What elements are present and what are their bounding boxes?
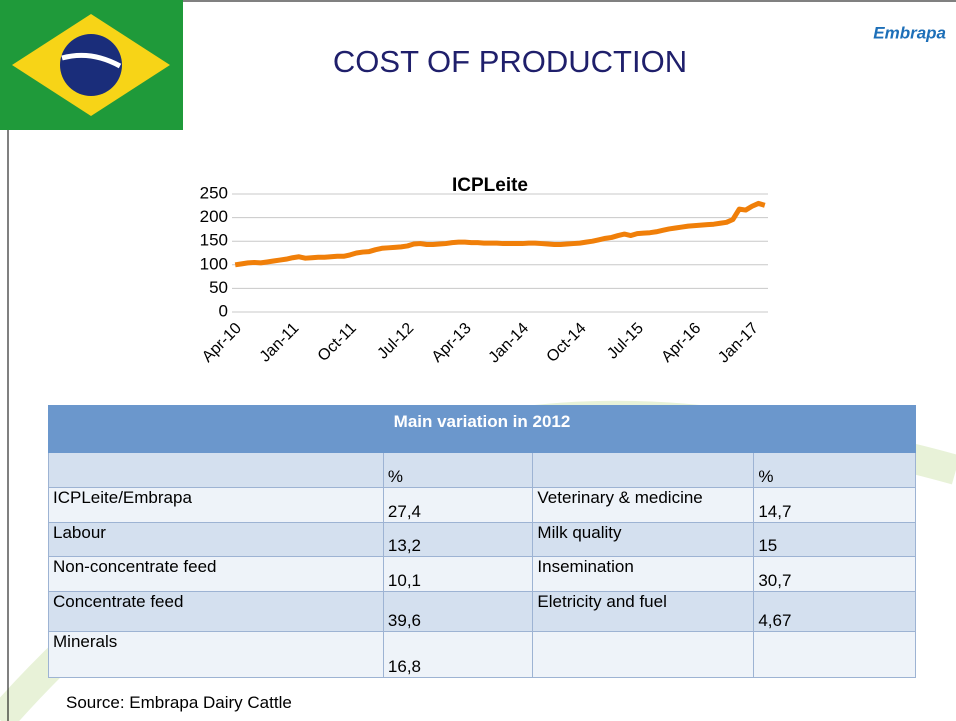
table-cell: Non-concentrate feed [48, 556, 384, 592]
table-title: Main variation in 2012 [48, 405, 916, 453]
data-line [234, 200, 766, 268]
column-header: % [753, 452, 916, 488]
y-tick-label: 150 [200, 231, 228, 250]
table-cell: 39,6 [382, 591, 534, 632]
y-tick-label: 250 [200, 183, 228, 202]
table-cell: Insemination [532, 556, 755, 592]
table-row: Minerals 16,8 [48, 631, 916, 678]
table-cell: 14,7 [753, 487, 916, 523]
table-cell [753, 631, 916, 678]
table-cell: 4,67 [753, 591, 916, 632]
x-tick-label: Oct-14 [544, 320, 590, 366]
table-row: ICPLeite/Embrapa 27,4 Veterinary & medicin… [48, 487, 916, 523]
column-header: % [382, 452, 534, 488]
table-cell: ICPLeite/Embrapa [48, 487, 384, 523]
table-row: Non-concentrate feed 10,1 Insemination 30,7 [48, 556, 916, 592]
table-cell: Labour [48, 522, 384, 557]
table-cell: Minerals [48, 631, 384, 678]
x-tick-label: Apr-10 [199, 320, 245, 366]
table-row: Labour 13,2 Milk quality 15 [48, 522, 916, 557]
x-tick-label: Jan-17 [715, 320, 762, 367]
column-header-row: %% [48, 452, 916, 488]
y-tick-label: 200 [200, 207, 228, 226]
chart-title: ICPLeite [452, 175, 528, 196]
table-cell: Eletricity and fuel [532, 591, 755, 632]
table-cell: Veterinary & medicine [532, 487, 755, 523]
table-cell: Concentrate feed [48, 591, 384, 632]
logo: Embrapa [873, 23, 946, 42]
y-tick-label: 100 [200, 254, 228, 273]
flag-globe [60, 34, 122, 96]
column-header [532, 452, 755, 488]
table-cell: 27,4 [382, 487, 534, 523]
x-tick-label: Apr-13 [429, 320, 475, 366]
table: Main variation in 2012%% ICPLeite/Embrapa… [48, 405, 916, 678]
x-tick-label: Oct-11 [315, 320, 360, 365]
table-cell: Milk quality [532, 522, 755, 557]
table-cell: 10,1 [382, 556, 534, 592]
x-tick-label: Jan-11 [257, 320, 303, 366]
table-row: Concentrate feed 39,6 Eletricity and fuel 4… [48, 591, 916, 632]
table-cell [532, 631, 755, 678]
x-tick-label: Jul-12 [374, 320, 417, 363]
column-header [48, 452, 384, 488]
y-tick-label: 50 [209, 278, 228, 297]
slide-title: COST OF PRODUCTION [333, 44, 687, 79]
table-cell: 13,2 [382, 522, 534, 557]
table-cell: 30,7 [753, 556, 916, 592]
x-tick-label: Apr-16 [658, 320, 704, 366]
source: Source: Embrapa Dairy Cattle [66, 693, 292, 712]
table-header-row: Main variation in 2012 [48, 405, 916, 453]
y-tick-label: 0 [219, 301, 228, 320]
x-tick-label: Jan-14 [486, 320, 533, 367]
flag-band [61, 52, 122, 69]
x-tick-label: Jul-15 [604, 320, 647, 363]
table-cell: 15 [753, 522, 916, 557]
table-cell: 16,8 [382, 631, 534, 678]
